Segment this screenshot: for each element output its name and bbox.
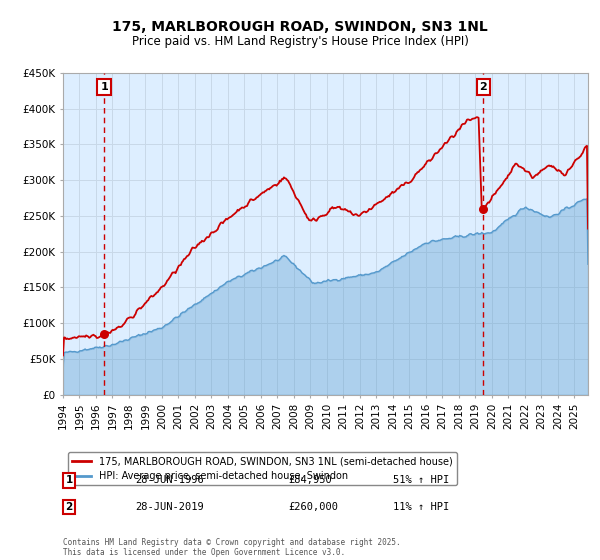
Text: Contains HM Land Registry data © Crown copyright and database right 2025.
This d: Contains HM Land Registry data © Crown c… bbox=[63, 538, 401, 557]
Text: 28-JUN-1996: 28-JUN-1996 bbox=[135, 475, 204, 486]
Text: 1: 1 bbox=[65, 475, 73, 486]
Text: £84,950: £84,950 bbox=[288, 475, 332, 486]
Text: Price paid vs. HM Land Registry's House Price Index (HPI): Price paid vs. HM Land Registry's House … bbox=[131, 35, 469, 48]
Legend: 175, MARLBOROUGH ROAD, SWINDON, SN3 1NL (semi-detached house), HPI: Average pric: 175, MARLBOROUGH ROAD, SWINDON, SN3 1NL … bbox=[68, 452, 457, 485]
Text: 28-JUN-2019: 28-JUN-2019 bbox=[135, 502, 204, 512]
Text: 2: 2 bbox=[65, 502, 73, 512]
Text: 2: 2 bbox=[479, 82, 487, 92]
Text: 11% ↑ HPI: 11% ↑ HPI bbox=[393, 502, 449, 512]
Point bbox=[99, 329, 109, 338]
Text: £260,000: £260,000 bbox=[288, 502, 338, 512]
Point bbox=[479, 204, 488, 213]
Text: 51% ↑ HPI: 51% ↑ HPI bbox=[393, 475, 449, 486]
Text: 175, MARLBOROUGH ROAD, SWINDON, SN3 1NL: 175, MARLBOROUGH ROAD, SWINDON, SN3 1NL bbox=[112, 20, 488, 34]
Text: 1: 1 bbox=[100, 82, 108, 92]
